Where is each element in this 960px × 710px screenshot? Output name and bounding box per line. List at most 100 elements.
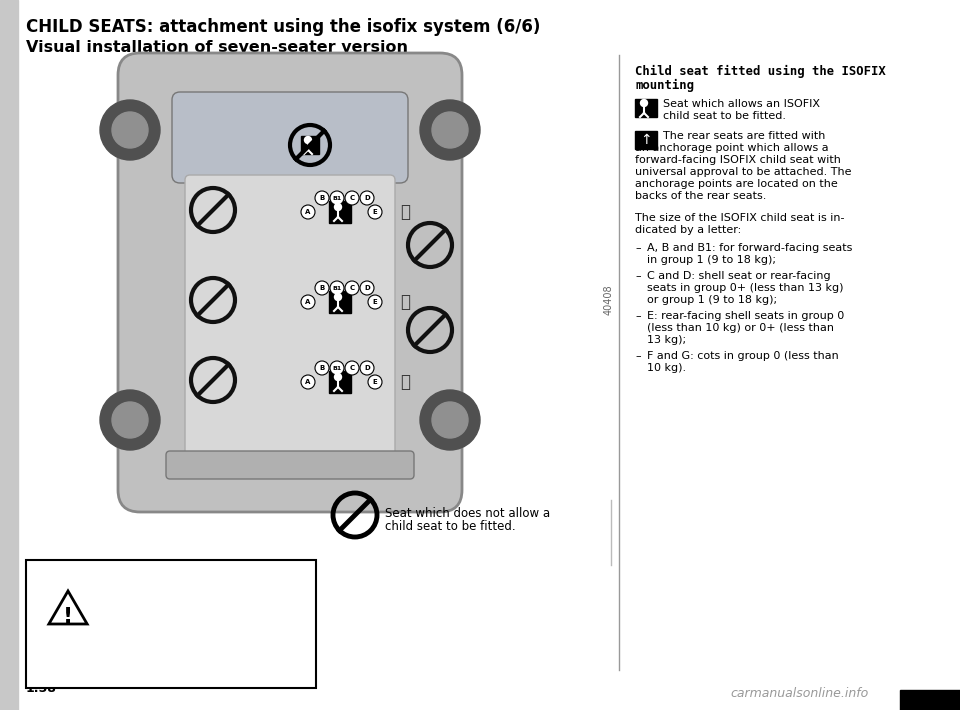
Text: B: B <box>320 285 324 291</box>
Circle shape <box>334 293 342 300</box>
Circle shape <box>368 205 382 219</box>
Text: 1.58: 1.58 <box>26 682 57 695</box>
Text: child seat to be fitted.: child seat to be fitted. <box>385 520 516 533</box>
Circle shape <box>432 402 468 438</box>
Circle shape <box>334 204 342 210</box>
Text: D: D <box>364 195 370 201</box>
Text: C: C <box>349 285 354 291</box>
Text: B1: B1 <box>332 285 342 290</box>
Text: –: – <box>635 351 640 361</box>
Bar <box>638 100 654 116</box>
FancyBboxPatch shape <box>118 53 462 512</box>
Text: A: A <box>305 299 311 305</box>
Text: B: B <box>320 195 324 201</box>
Text: B1: B1 <box>332 195 342 200</box>
Text: C and D: shell seat or rear-facing: C and D: shell seat or rear-facing <box>647 271 830 281</box>
Text: –: – <box>635 311 640 321</box>
Text: –: – <box>635 271 640 281</box>
Circle shape <box>330 191 344 205</box>
Circle shape <box>112 402 148 438</box>
Text: E: E <box>372 379 377 385</box>
FancyBboxPatch shape <box>26 560 316 688</box>
Bar <box>329 201 351 223</box>
Text: CHILD SEATS: attachment using the isofix system (6/6): CHILD SEATS: attachment using the isofix… <box>26 18 540 36</box>
Circle shape <box>420 390 480 450</box>
Circle shape <box>315 361 329 375</box>
FancyBboxPatch shape <box>185 175 395 465</box>
Text: A: A <box>305 209 311 215</box>
Circle shape <box>360 281 374 295</box>
Text: which is not approved for: which is not approved for <box>120 589 262 599</box>
Bar <box>301 136 319 154</box>
Text: forward-facing ISOFIX child seat with: forward-facing ISOFIX child seat with <box>635 155 841 165</box>
Bar <box>329 371 351 393</box>
Circle shape <box>360 191 374 205</box>
Circle shape <box>304 136 311 143</box>
Text: 40408: 40408 <box>604 285 614 315</box>
FancyBboxPatch shape <box>172 92 408 183</box>
Bar <box>635 131 657 149</box>
Bar <box>0 0 18 710</box>
Circle shape <box>100 390 160 450</box>
Text: F and G: cots in group 0 (less than: F and G: cots in group 0 (less than <box>647 351 839 361</box>
Text: 13 kg);: 13 kg); <box>647 335 686 345</box>
Circle shape <box>420 100 480 160</box>
Text: –: – <box>635 243 640 253</box>
Text: or group 1 (9 to 18 kg);: or group 1 (9 to 18 kg); <box>647 295 778 305</box>
Text: Seat which does not allow a: Seat which does not allow a <box>385 507 550 520</box>
Text: 🚶: 🚶 <box>400 373 410 391</box>
Circle shape <box>301 375 315 389</box>
Circle shape <box>345 281 359 295</box>
Text: C: C <box>349 365 354 371</box>
Text: protect the baby or child.: protect the baby or child. <box>120 617 262 627</box>
Text: seats in group 0+ (less than 13 kg): seats in group 0+ (less than 13 kg) <box>647 283 844 293</box>
Text: universal approval to be attached. The: universal approval to be attached. The <box>635 167 852 177</box>
Text: an anchorage point which allows a: an anchorage point which allows a <box>635 143 828 153</box>
Circle shape <box>640 99 647 106</box>
Text: Child seat fitted using the ISOFIX: Child seat fitted using the ISOFIX <box>635 65 886 78</box>
Text: C: C <box>349 195 354 201</box>
Text: child seat to be fitted.: child seat to be fitted. <box>663 111 786 121</box>
Text: anchorage points are located on the: anchorage points are located on the <box>635 179 838 189</box>
Text: A, B and B1: for forward-facing seats: A, B and B1: for forward-facing seats <box>647 243 852 253</box>
Circle shape <box>100 100 160 160</box>
Circle shape <box>432 112 468 148</box>
Circle shape <box>301 295 315 309</box>
Text: They risk serious or even fatal injury.: They risk serious or even fatal injury. <box>88 631 294 641</box>
Text: Using a child safety system: Using a child safety system <box>114 575 268 585</box>
Text: !: ! <box>63 607 73 627</box>
Text: 🚶: 🚶 <box>400 293 410 311</box>
Bar <box>329 291 351 313</box>
Circle shape <box>330 361 344 375</box>
Text: D: D <box>364 365 370 371</box>
Text: backs of the rear seats.: backs of the rear seats. <box>635 191 766 201</box>
Text: A: A <box>305 379 311 385</box>
Text: dicated by a letter:: dicated by a letter: <box>635 225 741 235</box>
Text: (less than 10 kg) or 0+ (less than: (less than 10 kg) or 0+ (less than <box>647 323 834 333</box>
Circle shape <box>345 361 359 375</box>
Text: this vehicle will not correctly: this vehicle will not correctly <box>111 603 271 613</box>
Text: carmanualsonline.info: carmanualsonline.info <box>731 687 869 700</box>
Text: 🚶: 🚶 <box>400 203 410 221</box>
Circle shape <box>345 191 359 205</box>
Text: D: D <box>364 285 370 291</box>
Circle shape <box>334 373 342 381</box>
Text: The size of the ISOFIX child seat is in-: The size of the ISOFIX child seat is in- <box>635 213 845 223</box>
Circle shape <box>360 361 374 375</box>
Text: B1: B1 <box>332 366 342 371</box>
Text: Visual installation of seven-seater version: Visual installation of seven-seater vers… <box>26 40 408 55</box>
Circle shape <box>301 205 315 219</box>
Text: ↑: ↑ <box>640 133 652 147</box>
Circle shape <box>315 281 329 295</box>
Text: E: rear-facing shell seats in group 0: E: rear-facing shell seats in group 0 <box>647 311 844 321</box>
FancyBboxPatch shape <box>166 451 414 479</box>
Text: E: E <box>372 209 377 215</box>
Text: Seat which allows an ISOFIX: Seat which allows an ISOFIX <box>663 99 820 109</box>
Circle shape <box>112 112 148 148</box>
Text: 10 kg).: 10 kg). <box>647 363 686 373</box>
Text: B: B <box>320 365 324 371</box>
Circle shape <box>315 191 329 205</box>
Circle shape <box>368 295 382 309</box>
Circle shape <box>368 375 382 389</box>
Text: in group 1 (9 to 18 kg);: in group 1 (9 to 18 kg); <box>647 255 776 265</box>
